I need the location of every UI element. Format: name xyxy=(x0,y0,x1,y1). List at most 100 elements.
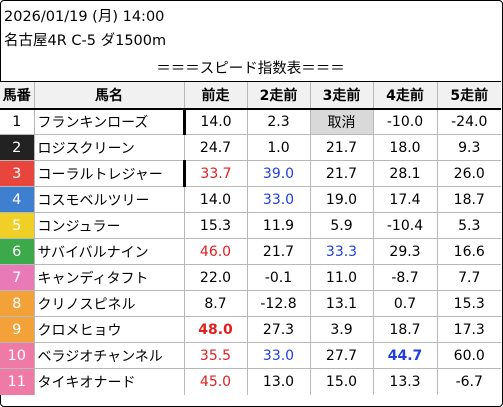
horse-row: 6 サバイバルナイン 46.0 21.7 33.3 29.3 16.6 xyxy=(0,238,501,265)
horse-name-cell: フランキンローズ xyxy=(33,108,186,135)
horse-row: 4 コスモベルツリー 14.0 33.0 19.0 17.4 18.7 xyxy=(0,186,501,213)
speed-index-cell: -8.7 xyxy=(372,264,437,291)
speed-index-cell: -24.0 xyxy=(436,108,501,135)
speed-index-cell: 3.9 xyxy=(309,316,373,343)
speed-index-cell: 19.0 xyxy=(309,186,373,213)
gate-number-cell: 10 xyxy=(0,342,34,369)
col-header-last: 前走 xyxy=(183,81,247,110)
speed-index-cell: 21.7 xyxy=(309,160,373,187)
speed-index-cell: -10.4 xyxy=(372,212,437,239)
gate-number-cell: 7 xyxy=(0,264,34,291)
speed-index-cell: 1.0 xyxy=(246,134,310,161)
gate-number-cell: 9 xyxy=(0,316,34,343)
speed-index-table: 馬番 馬名 前走 2走前 3走前 4走前 5走前 1 フランキンローズ 14.0 2.… xyxy=(0,81,501,395)
speed-index-cell: 13.3 xyxy=(372,368,437,395)
gate-number-cell: 1 xyxy=(0,108,34,135)
header-row: 馬番 馬名 前走 2走前 3走前 4走前 5走前 xyxy=(0,81,501,110)
speed-index-cell: 取消 xyxy=(309,108,373,135)
gate-number-cell: 11 xyxy=(0,368,34,395)
gate-number-cell: 8 xyxy=(0,290,34,317)
speed-index-cell: 48.0 xyxy=(183,316,247,343)
speed-index-cell: 17.3 xyxy=(436,316,501,343)
speed-index-cell: 14.0 xyxy=(183,186,247,213)
gate-number-cell: 3 xyxy=(0,160,34,187)
speed-index-cell: 15.3 xyxy=(183,212,247,239)
col-header-2back: 2走前 xyxy=(246,81,310,110)
horse-name-cell: キャンディタフト xyxy=(33,264,184,291)
speed-index-cell: 44.7 xyxy=(372,342,437,369)
speed-index-cell: 27.3 xyxy=(246,316,310,343)
horse-row: 5 コンジュラー 15.3 11.9 5.9 -10.4 5.3 xyxy=(0,212,501,239)
speed-index-cell: 11.0 xyxy=(309,264,373,291)
horse-row: 8 クリノスピネル 8.7 -12.8 13.1 0.7 15.3 xyxy=(0,290,501,317)
speed-index-cell: 8.7 xyxy=(183,290,247,317)
speed-index-cell: 0.7 xyxy=(372,290,437,317)
speed-index-cell: 2.3 xyxy=(246,108,310,135)
speed-index-cell: 60.0 xyxy=(436,342,501,369)
speed-index-cell: 18.0 xyxy=(372,134,437,161)
horse-name-cell: ロジスクリーン xyxy=(33,134,184,161)
col-header-4back: 4走前 xyxy=(372,81,437,110)
speed-index-cell: -0.1 xyxy=(246,264,310,291)
horse-name-cell: クリノスピネル xyxy=(33,290,184,317)
speed-index-cell: 15.3 xyxy=(436,290,501,317)
gate-number-cell: 4 xyxy=(0,186,34,213)
speed-index-cell: 28.1 xyxy=(372,160,437,187)
gate-number-cell: 2 xyxy=(0,134,34,161)
speed-index-cell: 26.0 xyxy=(436,160,501,187)
horse-row: 1 フランキンローズ 14.0 2.3 取消 -10.0 -24.0 xyxy=(0,108,501,135)
speed-index-cell: 16.6 xyxy=(436,238,501,265)
horse-row: 10 ベラジオチャンネル 35.5 33.0 27.7 44.7 60.0 xyxy=(0,342,501,369)
col-header-3back: 3走前 xyxy=(309,81,373,110)
speed-index-cell: 5.9 xyxy=(309,212,373,239)
speed-index-cell: 5.3 xyxy=(436,212,501,239)
speed-index-cell: 29.3 xyxy=(372,238,437,265)
table-title: ＝＝＝スピード指数表＝＝＝ xyxy=(156,61,345,77)
col-header-number: 馬番 xyxy=(0,81,34,110)
speed-index-cell: 33.7 xyxy=(183,160,247,187)
speed-index-cell: 45.0 xyxy=(183,368,247,395)
horse-row: 9 クロメヒョウ 48.0 27.3 3.9 18.7 17.3 xyxy=(0,316,501,343)
gate-number-cell: 5 xyxy=(0,212,34,239)
speed-index-cell: 13.1 xyxy=(309,290,373,317)
horse-row: 7 キャンディタフト 22.0 -0.1 11.0 -8.7 7.7 xyxy=(0,264,501,291)
col-header-5back: 5走前 xyxy=(436,81,501,110)
speed-index-cell: 39.0 xyxy=(246,160,310,187)
speed-index-cell: 46.0 xyxy=(183,238,247,265)
speed-index-cell: 33.0 xyxy=(246,342,310,369)
speed-index-cell: 14.0 xyxy=(183,108,247,135)
speed-index-cell: 17.4 xyxy=(372,186,437,213)
horse-row: 11 タイキオナード 45.0 13.0 15.0 13.3 -6.7 xyxy=(0,368,501,395)
horse-name-cell: サバイバルナイン xyxy=(33,238,184,265)
speed-index-cell: 21.7 xyxy=(309,134,373,161)
horse-name-cell: タイキオナード xyxy=(33,368,184,395)
speed-index-cell: 33.3 xyxy=(309,238,373,265)
speed-index-cell: 18.7 xyxy=(436,186,501,213)
speed-index-cell: 7.7 xyxy=(436,264,501,291)
horse-row: 3 コーラルトレジャー 33.7 39.0 21.7 28.1 26.0 xyxy=(0,160,501,187)
horse-name-cell: ベラジオチャンネル xyxy=(33,342,184,369)
gate-number-cell: 6 xyxy=(0,238,34,265)
horse-name-cell: コーラルトレジャー xyxy=(33,160,186,187)
speed-index-cell: 15.0 xyxy=(309,368,373,395)
speed-index-cell: 9.3 xyxy=(436,134,501,161)
race-info: 名古屋4R C-5 ダ1500m xyxy=(4,33,167,49)
speed-index-cell: 27.7 xyxy=(309,342,373,369)
speed-index-cell: 35.5 xyxy=(183,342,247,369)
horse-row: 2 ロジスクリーン 24.7 1.0 21.7 18.0 9.3 xyxy=(0,134,501,161)
speed-index-cell: 18.7 xyxy=(372,316,437,343)
speed-index-cell: 13.0 xyxy=(246,368,310,395)
col-header-name: 馬名 xyxy=(33,81,184,110)
horse-name-cell: コンジュラー xyxy=(33,212,184,239)
speed-index-cell: -12.8 xyxy=(246,290,310,317)
speed-index-cell: 22.0 xyxy=(183,264,247,291)
speed-index-cell: 11.9 xyxy=(246,212,310,239)
speed-index-cell: -6.7 xyxy=(436,368,501,395)
speed-index-cell: 24.7 xyxy=(183,134,247,161)
speed-index-cell: 21.7 xyxy=(246,238,310,265)
horse-name-cell: コスモベルツリー xyxy=(33,186,184,213)
race-datetime: 2026/01/19 (月) 14:00 xyxy=(4,9,165,25)
speed-index-cell: -10.0 xyxy=(372,108,437,135)
speed-index-cell: 33.0 xyxy=(246,186,310,213)
horse-name-cell: クロメヒョウ xyxy=(33,316,184,343)
